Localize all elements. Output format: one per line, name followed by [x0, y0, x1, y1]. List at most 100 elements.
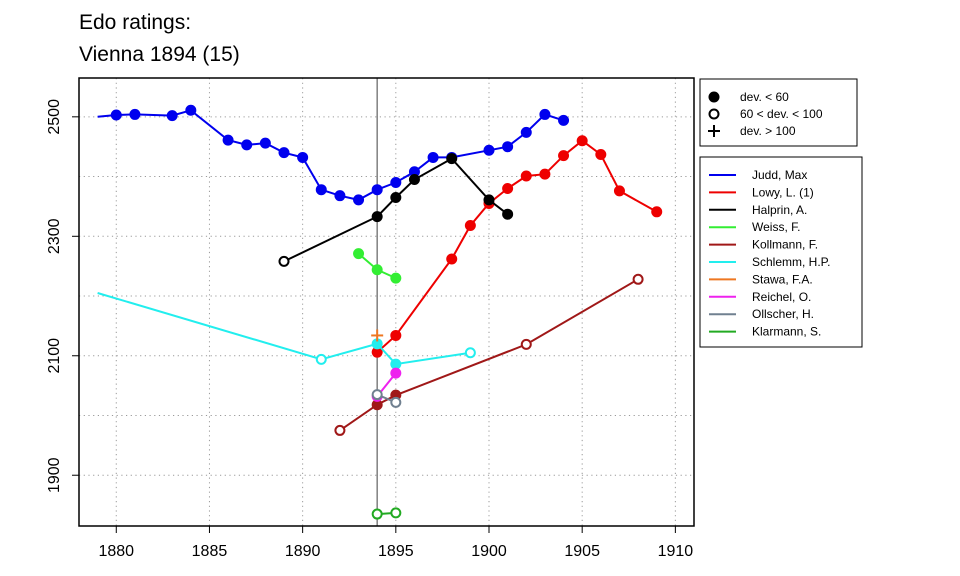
series-legend-label: Halprin, A.: [752, 203, 807, 217]
series-lowy-l-1-point: [520, 170, 532, 182]
series-legend: Judd, Max Lowy, L. (1) Halprin, A. Weiss, F…: [699, 156, 863, 348]
y-axis: 1900 2100 2300 2500: [46, 99, 79, 493]
series-judd-max-point: [502, 141, 514, 153]
marker-legend-point: [708, 108, 720, 120]
series-lowy-l-1-point: [464, 220, 476, 232]
marker-legend-point: [708, 125, 720, 137]
series-halprin-a: [278, 153, 514, 267]
series-judd-max-point: [427, 151, 439, 163]
series-lowy-l-1-point: [595, 148, 607, 160]
series-judd-max-point: [334, 190, 346, 202]
series-weiss-f-point: [371, 264, 383, 276]
series-legend-entry: Klarmann, S.: [709, 325, 821, 339]
series-legend-entry: Halprin, A.: [709, 203, 807, 217]
series-lowy-l-1-point: [651, 206, 663, 218]
series-legend-entry: Stawa, F.A.: [709, 272, 813, 286]
series-weiss-f-point: [353, 248, 365, 260]
marker-legend-entry: dev. < 60: [708, 90, 789, 104]
series-halprin-a-point: [446, 153, 458, 165]
marker-legend-box: [699, 78, 858, 147]
series-legend-entry: Lowy, L. (1): [709, 185, 814, 199]
y-tick-label: 1900: [46, 457, 63, 493]
series-kollmann-f-point: [334, 424, 346, 436]
series-kollmann-f-point: [632, 273, 644, 285]
series-group: [97, 104, 663, 520]
chart-title: Edo ratings:: [79, 11, 191, 34]
x-tick-label: 1895: [378, 543, 414, 560]
series-stawa-f-a: [371, 329, 384, 342]
series-judd-max-point: [539, 108, 551, 120]
series-kollmann-f: [334, 273, 644, 436]
grid: [79, 78, 694, 526]
series-legend-label: Judd, Max: [752, 168, 807, 182]
series-lowy-l-1-point: [446, 253, 458, 265]
series-halprin-a-point: [390, 191, 402, 203]
series-legend-label: Ollscher, H.: [752, 307, 814, 321]
series-legend-label: Stawa, F.A.: [752, 272, 813, 286]
series-legend-box: [699, 156, 863, 348]
series-ollscher-h-point: [390, 396, 402, 408]
marker-legend-label: 60 < dev. < 100: [740, 107, 823, 121]
marker-legend-label: dev. > 100: [740, 124, 796, 138]
series-lowy-l-1-point: [390, 329, 402, 341]
series-legend-label: Lowy, L. (1): [752, 185, 814, 199]
x-tick-label: 1880: [98, 543, 134, 560]
series-legend-label: Schlemm, H.P.: [752, 255, 830, 269]
series-judd-max-point: [371, 184, 383, 196]
series-legend-entry: Weiss, F.: [709, 220, 800, 234]
series-schlemm-h-p-point: [315, 353, 327, 365]
series-line-schlemm-h-p: [97, 292, 471, 366]
series-klarmann-s-point: [371, 508, 383, 520]
series-judd-max-point: [185, 104, 197, 116]
series-schlemm-h-p: [97, 292, 476, 370]
series-lowy-l-1-point: [558, 150, 570, 162]
series-judd-max-point: [259, 137, 271, 149]
series-klarmann-s: [371, 507, 402, 520]
x-tick-label: 1910: [658, 543, 694, 560]
series-judd-max-point: [315, 184, 327, 196]
series-reichel-o-point: [390, 367, 402, 379]
series-halprin-a-point: [371, 211, 383, 223]
series-ollscher-h: [371, 389, 402, 408]
series-judd-max-point: [129, 108, 141, 120]
chart-subtitle: Vienna 1894 (15): [79, 43, 240, 66]
x-tick-label: 1905: [564, 543, 600, 560]
series-stawa-f-a-point: [371, 329, 384, 342]
x-tick-label: 1890: [285, 543, 321, 560]
series-weiss-f: [353, 248, 402, 284]
series-judd-max-point: [110, 109, 122, 121]
x-axis: 1880 1885 1890 1895 1900 1905 1910: [98, 526, 693, 560]
plot-frame: [78, 77, 695, 527]
series-judd-max-point: [558, 114, 570, 126]
series-legend-label: Klarmann, S.: [752, 325, 821, 339]
series-halprin-a-point: [483, 194, 495, 206]
series-lowy-l-1-point: [539, 168, 551, 180]
x-tick-label: 1900: [471, 543, 507, 560]
x-tick-label: 1885: [192, 543, 228, 560]
marker-legend-point: [708, 91, 720, 103]
series-kollmann-f-point: [520, 338, 532, 350]
series-legend-label: Reichel, O.: [752, 290, 811, 304]
series-legend-label: Kollmann, F.: [752, 238, 818, 252]
series-halprin-a-point: [408, 174, 420, 186]
series-klarmann-s-point: [390, 507, 402, 519]
series-judd-max-point: [278, 147, 290, 159]
marker-legend-entry: dev. > 100: [708, 124, 796, 138]
series-legend-entry: Reichel, O.: [709, 290, 811, 304]
series-judd-max-point: [520, 126, 532, 138]
marker-legend: dev. < 60 60 < dev. < 100 dev. > 100: [699, 78, 858, 147]
marker-legend-entry: 60 < dev. < 100: [708, 107, 823, 121]
series-lowy-l-1-point: [576, 135, 588, 147]
y-tick-label: 2300: [46, 218, 63, 254]
series-lowy-l-1-point: [613, 185, 625, 197]
series-legend-entry: Schlemm, H.P.: [709, 255, 830, 269]
marker-legend-label: dev. < 60: [740, 90, 789, 104]
series-line-judd-max: [97, 109, 564, 201]
series-weiss-f-point: [390, 272, 402, 284]
series-judd-max-point: [390, 177, 402, 189]
series-lowy-l-1-point: [502, 183, 514, 195]
series-halprin-a-point: [278, 255, 290, 267]
series-ollscher-h-point: [371, 389, 383, 401]
series-judd-max-point: [483, 144, 495, 156]
